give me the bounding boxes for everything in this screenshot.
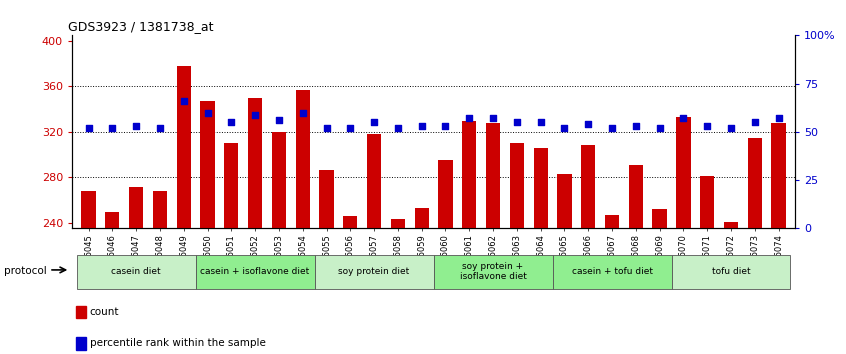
Bar [224, 143, 239, 354]
Point [391, 125, 404, 131]
Point [201, 110, 214, 115]
Bar [672, 255, 790, 289]
Text: tofu diet: tofu diet [711, 267, 750, 276]
Point [296, 110, 310, 115]
Bar [129, 188, 143, 354]
Point [439, 123, 453, 129]
Bar [105, 212, 119, 354]
Bar [343, 216, 357, 354]
Point [724, 125, 738, 131]
Bar [391, 219, 405, 354]
Point [82, 125, 96, 131]
Point [224, 119, 238, 125]
Point [510, 119, 524, 125]
Bar [319, 170, 333, 354]
Bar [552, 255, 672, 289]
Point [129, 123, 143, 129]
Bar [153, 191, 167, 354]
Point [748, 119, 761, 125]
Bar [415, 208, 429, 354]
Text: soy protein diet: soy protein diet [338, 267, 409, 276]
Bar [433, 255, 552, 289]
Bar [295, 90, 310, 354]
Bar [77, 255, 195, 289]
Point [558, 125, 571, 131]
Bar [629, 165, 643, 354]
Bar [81, 191, 96, 354]
Point [605, 125, 618, 131]
Point [700, 123, 714, 129]
Bar [438, 160, 453, 354]
Point [106, 125, 119, 131]
Point [463, 115, 476, 121]
Bar [700, 176, 714, 354]
Bar [315, 255, 433, 289]
Point [677, 115, 690, 121]
Point [343, 125, 357, 131]
Point [534, 119, 547, 125]
Bar [462, 120, 476, 354]
Bar [581, 145, 596, 354]
Point [772, 115, 785, 121]
Point [486, 115, 500, 121]
Bar [195, 255, 315, 289]
Point [153, 125, 167, 131]
Point [272, 118, 286, 123]
Bar [652, 209, 667, 354]
Bar [676, 117, 690, 354]
Text: soy protein +
isoflavone diet: soy protein + isoflavone diet [459, 262, 526, 281]
Text: protocol: protocol [4, 266, 47, 276]
Text: GDS3923 / 1381738_at: GDS3923 / 1381738_at [69, 20, 214, 33]
Point [415, 123, 428, 129]
Bar [724, 222, 738, 354]
Bar [486, 123, 500, 354]
Bar [272, 132, 286, 354]
Text: casein + isoflavone diet: casein + isoflavone diet [201, 267, 310, 276]
Text: casein diet: casein diet [112, 267, 161, 276]
Bar [248, 98, 262, 354]
Bar [772, 123, 786, 354]
Bar [534, 148, 547, 354]
Bar [558, 174, 572, 354]
Bar [367, 134, 382, 354]
Bar [748, 138, 762, 354]
Text: count: count [90, 307, 119, 316]
Point [177, 98, 190, 104]
Bar [605, 215, 619, 354]
Text: casein + tofu diet: casein + tofu diet [572, 267, 652, 276]
Text: percentile rank within the sample: percentile rank within the sample [90, 338, 266, 348]
Point [581, 121, 595, 127]
Point [367, 119, 381, 125]
Bar [201, 101, 215, 354]
Point [629, 123, 643, 129]
Bar [177, 66, 191, 354]
Point [653, 125, 667, 131]
Point [249, 112, 262, 117]
Bar [509, 143, 524, 354]
Point [320, 125, 333, 131]
